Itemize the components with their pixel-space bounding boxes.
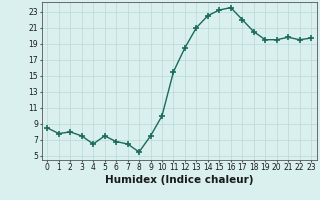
X-axis label: Humidex (Indice chaleur): Humidex (Indice chaleur) xyxy=(105,175,253,185)
